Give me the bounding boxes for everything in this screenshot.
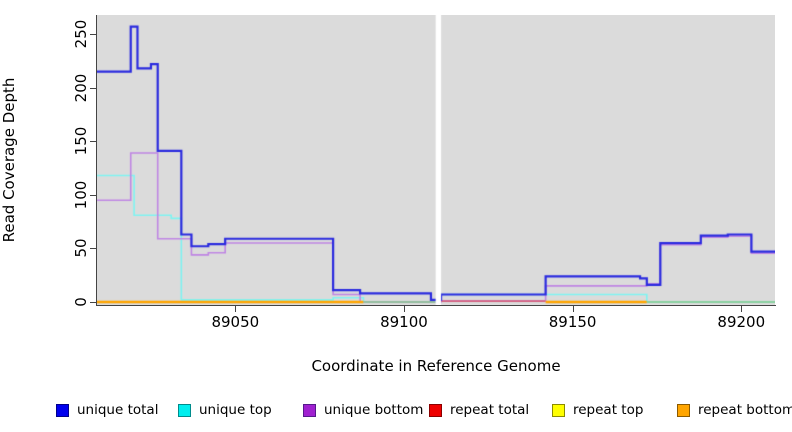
x-tick-label: 89050 — [211, 313, 260, 331]
coverage-step-chart-canvas — [97, 15, 775, 306]
x-tick-mark — [235, 306, 237, 312]
y-tick-mark — [90, 302, 96, 303]
x-axis-line — [96, 305, 776, 306]
legend-swatch-unique-total — [56, 404, 69, 417]
x-tick-mark — [403, 306, 405, 312]
legend-label: repeat top — [573, 402, 644, 418]
y-tick-label: 250 — [72, 19, 90, 49]
legend-swatch-repeat-top — [552, 404, 565, 417]
y-tick-mark — [90, 194, 96, 196]
legend-label: unique top — [199, 402, 272, 418]
y-tick-label: 100 — [72, 180, 90, 210]
legend-label: repeat total — [450, 402, 530, 418]
y-tick-mark — [90, 34, 96, 36]
y-tick-mark — [90, 87, 96, 89]
x-tick-label: 89200 — [717, 313, 766, 331]
x-tick-label: 89150 — [548, 313, 597, 331]
legend-swatch-unique-top — [178, 404, 191, 417]
legend-label: repeat bottom — [698, 402, 792, 418]
x-tick-mark — [741, 306, 743, 312]
y-tick-label: 50 — [72, 238, 90, 258]
legend-swatch-repeat-bottom — [677, 404, 690, 417]
legend-swatch-unique-bottom — [303, 404, 316, 417]
y-axis-line — [96, 15, 97, 306]
x-tick-label: 89100 — [380, 313, 428, 331]
y-axis-title: Read Coverage Depth — [0, 77, 18, 243]
y-tick-mark — [90, 141, 96, 143]
y-tick-label: 0 — [72, 297, 90, 307]
legend-swatch-repeat-total — [429, 404, 442, 417]
x-axis-title: Coordinate in Reference Genome — [311, 357, 561, 375]
y-tick-label: 200 — [72, 73, 90, 102]
legend-label: unique bottom — [324, 402, 424, 418]
y-tick-label: 150 — [72, 126, 90, 156]
x-tick-mark — [572, 306, 574, 312]
y-tick-mark — [90, 248, 96, 250]
legend-label: unique total — [77, 402, 159, 418]
